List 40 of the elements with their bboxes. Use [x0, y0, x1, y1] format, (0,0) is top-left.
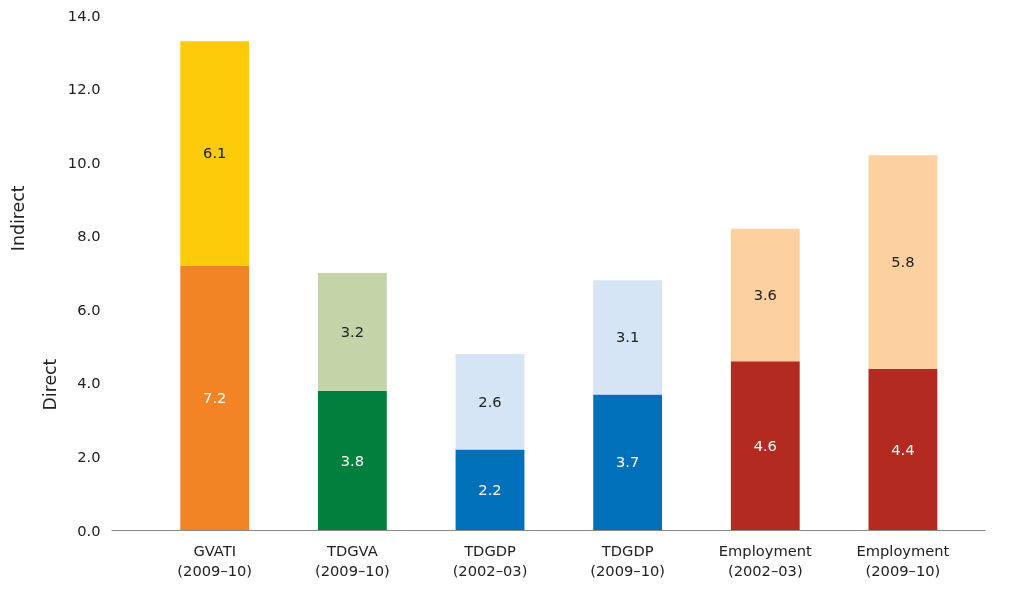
bar: [868, 155, 938, 369]
data-label: 2.2: [478, 481, 502, 499]
bar: [455, 449, 525, 531]
data-label: 3.7: [615, 453, 640, 471]
bar: [180, 41, 250, 266]
data-label: 5.8: [891, 252, 915, 270]
x-tick-label: TDGVA (2009–10): [315, 541, 390, 579]
y-tick-label: 12.0: [67, 80, 101, 98]
bar: [317, 390, 387, 531]
bar: [730, 361, 800, 531]
y-axis-title: Direct: [39, 358, 60, 411]
bar: [593, 280, 663, 395]
y-tick-label: 4.0: [77, 374, 101, 392]
data-label: 2.6: [478, 392, 502, 410]
data-label: 4.4: [891, 440, 915, 458]
bar: [455, 353, 525, 450]
data-label: 6.1: [203, 144, 227, 162]
x-tick-label: Employment (2002–03): [718, 541, 812, 579]
bar: [180, 265, 250, 531]
y-tick-label: 2.0: [77, 447, 101, 465]
y-tick-label: 14.0: [67, 6, 101, 24]
y-tick-label: 0.0: [77, 521, 101, 539]
y-tick-label: 10.0: [67, 153, 101, 171]
data-label: 3.1: [615, 328, 640, 346]
x-tick-label: TDGDP (2002–03): [452, 541, 528, 579]
x-tick-label: GVATI (2009–10): [177, 541, 253, 579]
x-tick-label: TDGDP (2009–10): [590, 541, 665, 579]
data-label: 3.6: [753, 286, 777, 304]
x-tick-label: Employment (2009–10): [856, 541, 950, 579]
bar: [868, 368, 938, 531]
bar: [730, 228, 800, 362]
data-label: 3.2: [340, 322, 365, 340]
bar: [317, 273, 387, 391]
bar: [593, 394, 663, 531]
data-label: 4.6: [753, 436, 777, 454]
y-tick-label: 8.0: [77, 227, 101, 245]
text: Indirect: [7, 185, 28, 252]
y-tick-label: 6.0: [77, 300, 101, 318]
data-label: 3.8: [340, 451, 365, 469]
data-label: 7.2: [203, 389, 227, 407]
